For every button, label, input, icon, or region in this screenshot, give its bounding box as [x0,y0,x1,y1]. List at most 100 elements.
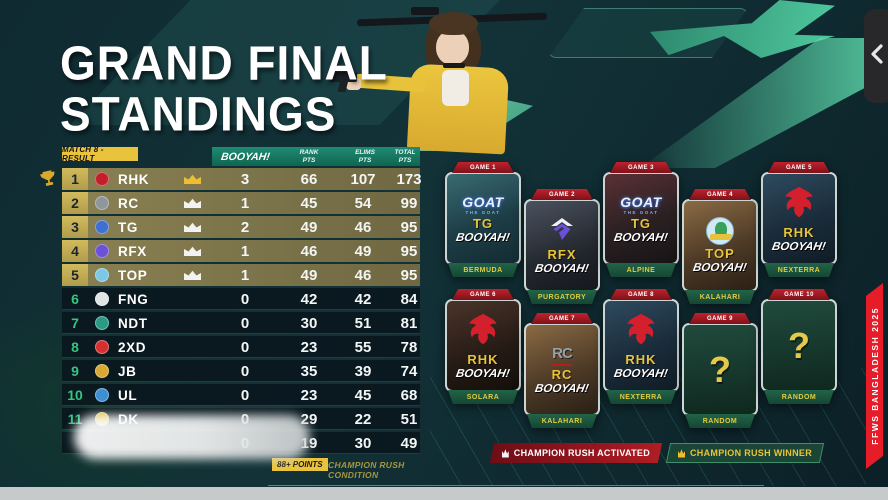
rank-pts: 23 [300,386,318,404]
team-logo-rc-icon [95,196,109,210]
rc-logo: RC [552,344,573,362]
total-pts: 95 [400,218,418,236]
match-result-badge: MATCH 8 - RESULT [62,145,138,163]
rank-pts: 49 [300,218,318,236]
team-name: TG [118,219,138,235]
elims-pts: 54 [354,194,372,212]
character-bangs [429,12,478,35]
rank-cell: 2 [62,192,88,214]
rank-pts: 42 [300,290,318,308]
points-condition-badge: 88+ POINTS [272,458,328,471]
game-card-body: RC RC BOOYAH! [524,323,600,416]
team-name: FNG [118,291,149,307]
table-row-4: 4 RFX 1 46 49 95 [62,240,420,262]
game-card-body: RFX BOOYAH! [524,199,600,292]
rank-cell: 9 [71,363,79,379]
team-name: JB [118,363,137,379]
booyah-text: BOOYAH! [613,367,669,380]
team-logo-rhk-icon [95,172,109,186]
rank-cell: 3 [62,216,88,238]
crown-icon [184,270,201,280]
question-mark: ? [709,348,731,390]
team-name: 2XD [118,339,147,355]
rifle-scope [411,7,439,15]
crown-icon [184,222,201,232]
table-row-3: 3 TG 2 49 46 95 [62,216,420,238]
elims-pts: 22 [354,410,372,428]
elims-pts: 46 [354,218,372,236]
booyah-count: 1 [240,242,250,260]
card-team-name: RC [551,366,573,382]
map-banner: SOLARA [448,390,518,404]
team-logo-2xd-icon [95,340,109,354]
rank-pts: 49 [300,266,318,284]
team-logo-ul-icon [95,388,109,402]
points-condition-text: CHAMPION RUSH CONDITION [328,460,405,480]
map-banner: RANDOM [764,390,834,404]
title-line1: GRAND FINAL [60,35,388,91]
game-label-banner: GAME 4 [689,189,751,200]
table-row-5: 5 TOP 1 49 46 95 [62,264,420,286]
rhk-phoenix-logo-icon [465,312,501,351]
game-card-body: RHK BOOYAH! [445,299,521,392]
event-side-banner: FFWS BANGLADESH 2025 [866,283,883,469]
table-row-7: 7 NDT 0 30 51 81 [62,312,420,334]
total-pts: 95 [400,242,418,260]
total-pts: 51 [400,410,418,428]
previous-arrow-button[interactable] [864,9,888,103]
elims-pts: 55 [354,338,372,356]
rank-pts: 66 [300,170,318,188]
game-card-body: GOAT THE GOAT TG BOOYAH! [445,172,521,265]
map-banner: BERMUDA [448,263,518,277]
table-row-6: 6 FNG 0 42 42 84 [62,288,420,310]
crown-icon [184,198,201,208]
team-name: RC [118,195,139,211]
game-card-4: GAME 4 TOP BOOYAH! KALAHARI [682,189,758,304]
rhk-phoenix-logo-icon [623,312,659,351]
map-banner: NEXTERRA [606,390,676,404]
game-label-banner: GAME 2 [531,189,593,200]
game-card-body: RHK BOOYAH! [761,172,837,265]
white-smudge-overlay [74,415,310,459]
card-team-name: RHK [783,224,815,240]
map-banner: KALAHARI [685,290,755,304]
elims-pts: 45 [354,386,372,404]
rhk-phoenix-logo-icon [781,185,817,224]
team-logo-top-icon [95,268,109,282]
rank-pts: 35 [300,362,318,380]
tg-goat-sub: THE GOAT [465,209,501,215]
map-banner: PURGATORY [527,290,597,304]
booyah-count: 0 [240,386,250,404]
chevron-left-icon [868,43,886,70]
booyah-count: 1 [240,194,250,212]
tg-goat-logo: GOAT [462,193,504,210]
game-card-2: GAME 2 RFX BOOYAH! PURGATORY [524,189,600,304]
booyah-text: BOOYAH! [534,262,590,275]
elims-pts: 42 [354,290,372,308]
booyah-count: 3 [240,170,250,188]
table-row-1: 1 RHK 3 66 107 173 [62,168,422,190]
total-pts: 49 [400,434,418,452]
map-banner: ALPINE [606,263,676,277]
top-team-logo-icon [706,217,734,245]
game-label-banner: GAME 1 [452,162,514,173]
team-name: NDT [118,315,148,331]
booyah-text: BOOYAH! [455,367,511,380]
total-pts: 81 [400,314,418,332]
booyah-count: 0 [240,362,250,380]
team-logo-tg-icon [95,220,109,234]
elims-pts: 107 [350,170,376,188]
booyah-text: BOOYAH! [613,231,669,244]
card-team-name: RHK [625,351,657,367]
team-logo-ndt-icon [95,316,109,330]
crown-icon [184,174,201,184]
team-name: RFX [118,243,147,259]
total-pts: 84 [400,290,418,308]
rank-pts: 23 [300,338,318,356]
map-banner: NEXTERRA [764,263,834,277]
rank-cell: 1 [62,168,88,190]
booyah-count: 1 [240,266,250,284]
table-row-9: 9 JB 0 35 39 74 [62,360,420,382]
booyah-count: 0 [240,314,250,332]
game-card-3: GAME 3 GOAT THE GOAT TG BOOYAH! ALPINE [603,162,679,277]
